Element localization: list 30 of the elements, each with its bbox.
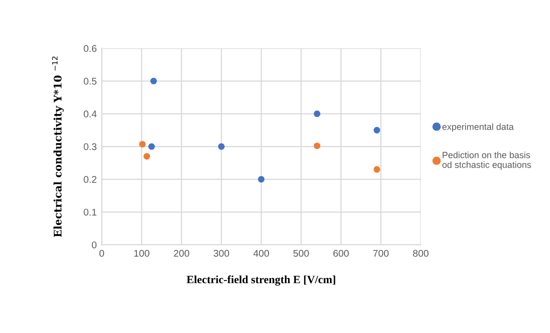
point: [218, 143, 225, 150]
y-axis-title: Electrical conductivity Y*10 $^{−12}$: [52, 56, 64, 238]
point: [150, 78, 157, 84]
x-axis-title: Electric-field strength E [V/cm]: [186, 275, 336, 286]
point: [314, 110, 320, 118]
x-tick-label: 500: [293, 250, 309, 257]
y-tick-label: 0.1: [84, 208, 96, 216]
point: [148, 143, 155, 150]
point: [258, 176, 265, 183]
y-tick-label: 0.2: [84, 176, 96, 183]
legend-label: Pediction on the basis od stchastic equations: [442, 152, 531, 170]
x-tick-label: 100: [134, 250, 150, 257]
y-tick-label: 0.5: [84, 78, 96, 85]
x-tick-label: 300: [214, 250, 230, 257]
x-tick-label: 0: [99, 250, 104, 257]
x-tick-label: 400: [253, 250, 269, 257]
x-tick-label: 800: [413, 250, 428, 257]
point: [314, 142, 320, 150]
x-tick-label: 600: [333, 250, 349, 257]
point: [144, 153, 150, 160]
y-tick-label: 0.3: [84, 143, 96, 150]
y-tick-label: 0.4: [84, 110, 97, 118]
y-tick-label: 0.6: [84, 45, 96, 52]
x-tick-label: 200: [174, 250, 190, 257]
point: [139, 140, 146, 148]
legend-label: experimental data: [442, 123, 514, 132]
point: [374, 166, 380, 173]
x-tick-label: 700: [373, 250, 389, 257]
y-tick-label: 0: [92, 241, 97, 248]
point: [374, 126, 380, 134]
